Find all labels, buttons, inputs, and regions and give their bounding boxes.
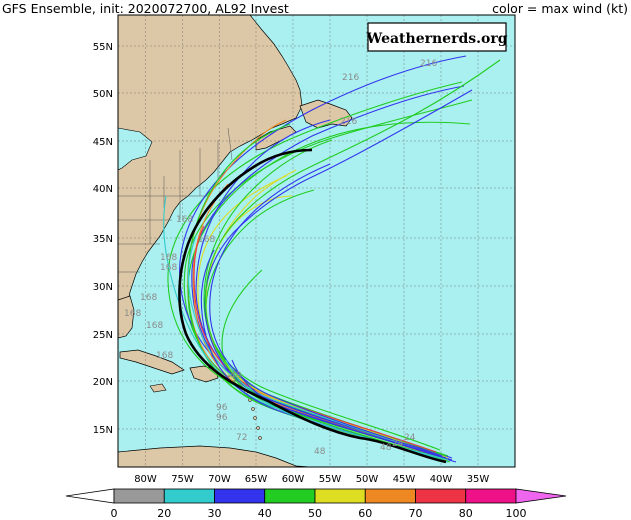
watermark-text: Weathernerds.org bbox=[366, 31, 508, 47]
colorbar-segment bbox=[465, 488, 517, 504]
hour-label: 168 bbox=[160, 253, 177, 263]
colorbar-tick-label: 30 bbox=[208, 507, 222, 520]
hour-label: 216 bbox=[340, 117, 357, 127]
latitude-label: 45N bbox=[93, 137, 113, 148]
longitude-label: 80W bbox=[134, 474, 157, 485]
hour-label: 168 bbox=[160, 263, 177, 273]
colorbar-segment bbox=[214, 488, 266, 504]
hour-label: 72 bbox=[236, 433, 247, 443]
colorbar-tick-label: 40 bbox=[258, 507, 272, 520]
land-florida bbox=[118, 295, 135, 339]
latitude-label: 55N bbox=[93, 42, 113, 53]
colorbar-low-arrow bbox=[65, 488, 115, 504]
hour-label: 24 bbox=[404, 433, 416, 443]
ensemble-track bbox=[204, 59, 501, 461]
hour-label: 216 bbox=[420, 59, 437, 69]
latitude-labels: 15N 20N 25N 30N 35N 40N 45N 50N 55N bbox=[93, 42, 113, 436]
longitude-label: 60W bbox=[282, 474, 305, 485]
hour-label: 168 bbox=[156, 351, 173, 361]
longitude-label: 35W bbox=[467, 474, 490, 485]
color-legend-note: color = max wind (kt) bbox=[492, 1, 628, 16]
colorbar-high-arrow bbox=[515, 488, 567, 504]
land-newfoundland bbox=[299, 99, 353, 129]
ensemble-mean-track bbox=[178, 148, 447, 464]
latitude-label: 15N bbox=[93, 425, 113, 436]
colorbar-tick-label: 60 bbox=[358, 507, 372, 520]
colorbar-segment bbox=[264, 488, 316, 504]
ensemble-track bbox=[231, 359, 447, 459]
longitude-label: 70W bbox=[208, 474, 231, 485]
longitude-label: 55W bbox=[319, 474, 342, 485]
hour-label: 48 bbox=[230, 371, 242, 381]
hour-label: 96 bbox=[216, 413, 228, 423]
hour-labels: 216 216 216 168 168 168 168 168 168 168 … bbox=[124, 59, 437, 457]
hour-label: 48 bbox=[314, 447, 326, 457]
hour-label: 216 bbox=[342, 73, 359, 83]
hour-label: 96 bbox=[216, 403, 228, 413]
longitude-label: 45W bbox=[393, 474, 416, 485]
ensemble-track bbox=[209, 163, 443, 457]
colorbar-segment bbox=[364, 488, 416, 504]
latitude-label: 40N bbox=[93, 184, 113, 195]
colorbar-segment bbox=[113, 488, 165, 504]
hour-label: 48 bbox=[380, 443, 392, 453]
state-borders bbox=[118, 127, 233, 273]
colorbar-tick-label: 80 bbox=[459, 507, 473, 520]
wind-colorbar: 0 20 30 40 50 60 70 80 100 bbox=[65, 488, 567, 520]
hour-label: 168 bbox=[176, 215, 193, 225]
map-title: GFS Ensemble, init: 2020072700, AL92 Inv… bbox=[2, 1, 289, 16]
hour-label: 168 bbox=[146, 321, 163, 331]
hour-label: 168 bbox=[124, 309, 141, 319]
latitude-label: 35N bbox=[93, 234, 113, 245]
latitude-label: 25N bbox=[93, 330, 113, 341]
latitude-label: 50N bbox=[93, 89, 113, 100]
great-lakes bbox=[118, 127, 153, 171]
longitude-label: 75W bbox=[171, 474, 194, 485]
latitude-label: 20N bbox=[93, 377, 113, 388]
colorbar-tick-label: 0 bbox=[111, 507, 118, 520]
land-jamaica bbox=[149, 383, 167, 393]
land-south-america bbox=[118, 445, 311, 467]
colorbar-tick-label: 50 bbox=[308, 507, 322, 520]
colorbar-segment bbox=[163, 488, 215, 504]
colorbar-segment bbox=[415, 488, 467, 504]
hour-label: 168 bbox=[140, 293, 157, 303]
hour-label: 24 bbox=[392, 439, 404, 449]
land-cuba bbox=[119, 349, 185, 375]
map-frame bbox=[117, 14, 516, 468]
colorbar-segment bbox=[314, 488, 366, 504]
longitude-label: 65W bbox=[245, 474, 268, 485]
longitude-label: 50W bbox=[356, 474, 379, 485]
colorbar-tick-label: 70 bbox=[409, 507, 423, 520]
longitude-label: 40W bbox=[430, 474, 453, 485]
ensemble-tracks bbox=[163, 55, 501, 463]
colorbar-tick-label: 20 bbox=[157, 507, 171, 520]
latitude-label: 30N bbox=[93, 282, 113, 293]
colorbar-tick-label: 100 bbox=[506, 507, 527, 520]
hour-label: 168 bbox=[198, 235, 215, 245]
ensemble-track bbox=[195, 119, 453, 459]
watermark: Weathernerds.org bbox=[366, 22, 508, 52]
longitude-labels: 80W 75W 70W 65W 60W 55W 50W 45W 40W 35W bbox=[134, 474, 489, 485]
